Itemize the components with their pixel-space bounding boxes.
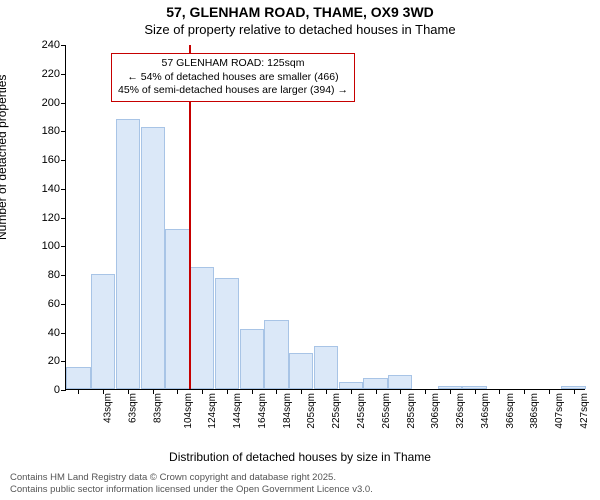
histogram-bar [388, 375, 412, 389]
x-tick-label: 205sqm [307, 393, 318, 429]
chart-attribution: Contains HM Land Registry data © Crown c… [10, 472, 373, 496]
chart-title-address: 57, GLENHAM ROAD, THAME, OX9 3WD [0, 4, 600, 20]
x-tick-mark [202, 389, 203, 394]
y-tick-mark [61, 160, 66, 161]
y-tick-label: 100 [42, 240, 60, 252]
y-tick-mark [61, 246, 66, 247]
x-tick-mark [574, 389, 575, 394]
x-tick-mark [400, 389, 401, 394]
x-tick-mark [326, 389, 327, 394]
histogram-bar [363, 378, 387, 390]
x-axis-label: Distribution of detached houses by size … [0, 450, 600, 464]
histogram-bar [165, 229, 189, 389]
plot-area: 02040608010012014016018020022024043sqm63… [65, 45, 585, 390]
y-tick-label: 60 [48, 298, 60, 310]
y-tick-mark [61, 189, 66, 190]
y-tick-mark [61, 275, 66, 276]
y-tick-mark [61, 304, 66, 305]
y-tick-mark [61, 361, 66, 362]
y-tick-mark [61, 131, 66, 132]
x-tick-mark [252, 389, 253, 394]
histogram-bar [66, 367, 90, 389]
x-tick-mark [450, 389, 451, 394]
x-tick-mark [425, 389, 426, 394]
x-tick-mark [103, 389, 104, 394]
x-tick-mark [301, 389, 302, 394]
histogram-bar [141, 127, 165, 389]
x-tick-label: 164sqm [257, 393, 268, 429]
x-tick-label: 265sqm [381, 393, 392, 429]
histogram-bar [339, 382, 363, 389]
y-tick-mark [61, 218, 66, 219]
x-tick-label: 43sqm [103, 393, 114, 423]
x-tick-label: 326sqm [455, 393, 466, 429]
chart-subtitle: Size of property relative to detached ho… [0, 22, 600, 37]
x-tick-label: 104sqm [183, 393, 194, 429]
y-tick-mark [61, 45, 66, 46]
x-tick-mark [78, 389, 79, 394]
y-tick-label: 180 [42, 125, 60, 137]
x-tick-label: 184sqm [282, 393, 293, 429]
x-tick-mark [475, 389, 476, 394]
x-tick-label: 366sqm [505, 393, 516, 429]
y-tick-mark [61, 103, 66, 104]
y-tick-mark [61, 333, 66, 334]
x-tick-label: 225sqm [331, 393, 342, 429]
histogram-bar [289, 353, 313, 389]
x-tick-label: 83sqm [152, 393, 163, 423]
y-tick-mark [61, 390, 66, 391]
x-tick-label: 386sqm [529, 393, 540, 429]
histogram-bar [116, 119, 140, 389]
y-tick-label: 120 [42, 212, 60, 224]
y-tick-label: 20 [48, 355, 60, 367]
x-tick-mark [376, 389, 377, 394]
x-tick-label: 124sqm [208, 393, 219, 429]
y-tick-label: 0 [54, 384, 60, 396]
x-tick-label: 245sqm [356, 393, 367, 429]
attribution-line-1: Contains HM Land Registry data © Crown c… [10, 472, 373, 484]
callout-line-2: 45% of semi-detached houses are larger (… [118, 84, 348, 98]
x-tick-label: 285sqm [406, 393, 417, 429]
histogram-bar [264, 320, 288, 389]
x-tick-mark [227, 389, 228, 394]
y-axis-label: Number of detached properties [0, 75, 9, 240]
attribution-line-2: Contains public sector information licen… [10, 484, 373, 496]
x-tick-label: 63sqm [128, 393, 139, 423]
histogram-bar [240, 329, 264, 389]
histogram-bar [190, 267, 214, 389]
x-tick-label: 144sqm [232, 393, 243, 429]
y-tick-label: 40 [48, 327, 60, 339]
x-tick-mark [499, 389, 500, 394]
y-tick-label: 240 [42, 39, 60, 51]
x-tick-label: 346sqm [480, 393, 491, 429]
histogram-bar [215, 278, 239, 389]
y-tick-label: 80 [48, 269, 60, 281]
x-tick-label: 306sqm [430, 393, 441, 429]
y-tick-label: 220 [42, 68, 60, 80]
x-tick-mark [549, 389, 550, 394]
y-tick-label: 160 [42, 154, 60, 166]
x-tick-label: 407sqm [554, 393, 565, 429]
x-tick-mark [351, 389, 352, 394]
histogram-bar [91, 274, 115, 389]
x-tick-mark [128, 389, 129, 394]
x-tick-mark [153, 389, 154, 394]
x-tick-mark [524, 389, 525, 394]
y-tick-mark [61, 74, 66, 75]
x-tick-mark [276, 389, 277, 394]
property-size-chart: 57, GLENHAM ROAD, THAME, OX9 3WD Size of… [0, 0, 600, 500]
callout-line-0: 57 GLENHAM ROAD: 125sqm [118, 57, 348, 71]
y-tick-label: 140 [42, 183, 60, 195]
x-tick-mark [177, 389, 178, 394]
x-tick-label: 427sqm [579, 393, 590, 429]
callout-line-1: ← 54% of detached houses are smaller (46… [118, 71, 348, 85]
histogram-bar [314, 346, 338, 389]
property-callout: 57 GLENHAM ROAD: 125sqm← 54% of detached… [111, 53, 355, 102]
y-tick-label: 200 [42, 97, 60, 109]
